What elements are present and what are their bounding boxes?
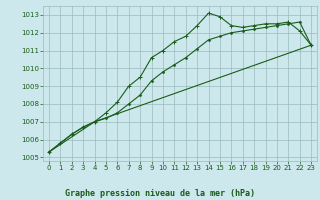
Text: Graphe pression niveau de la mer (hPa): Graphe pression niveau de la mer (hPa) xyxy=(65,189,255,198)
